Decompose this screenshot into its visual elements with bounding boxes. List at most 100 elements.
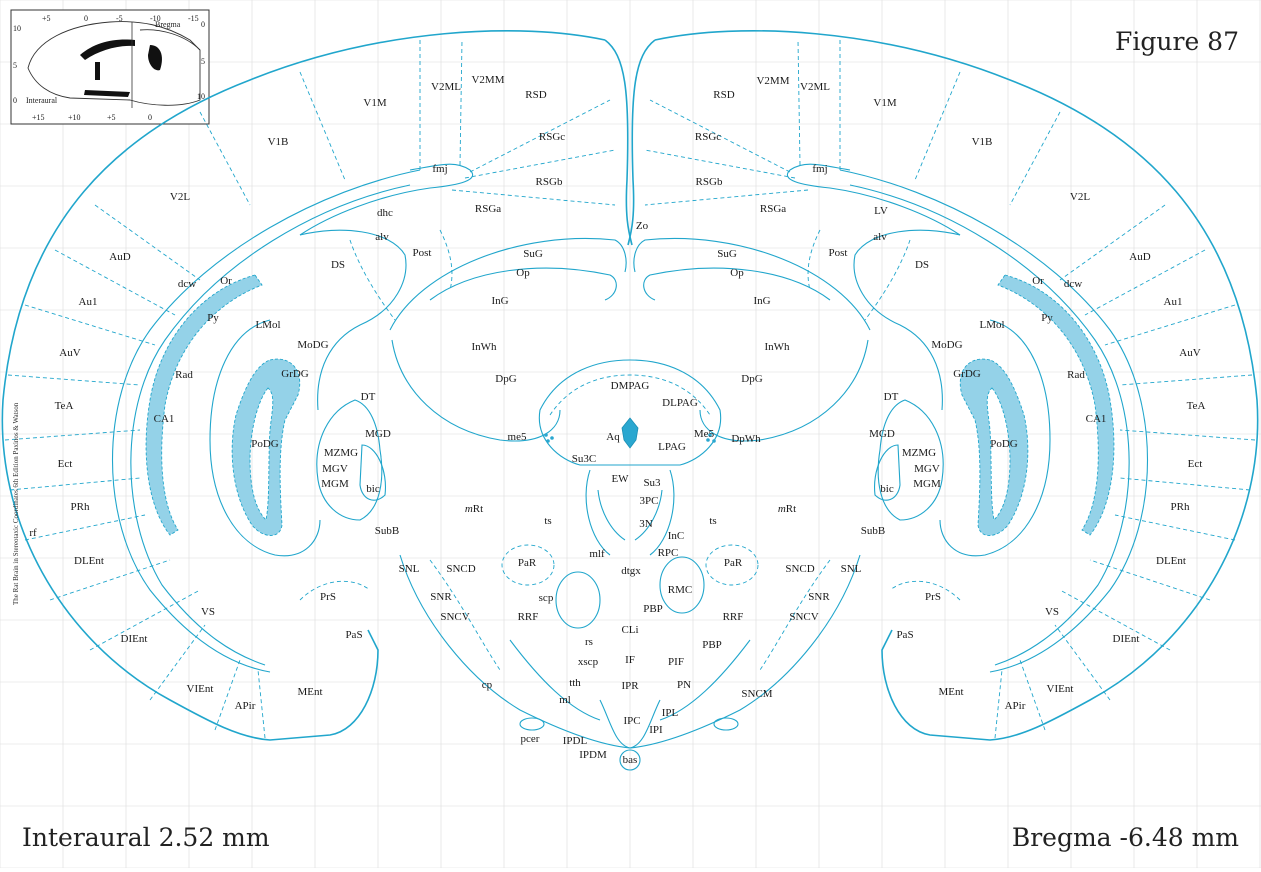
left-label-bic: bic [366,483,380,495]
right-label-fmj: fmj [812,163,827,175]
inset-top-tick-3: -10 [150,14,161,23]
right-label-par: PaR [724,557,743,569]
mid-label-me5: Me5 [694,428,715,440]
mid-label-op: Op [730,267,744,279]
left-label-dcw: dcw [178,278,196,290]
left-label-aud: AuD [109,251,130,263]
mid-label-dtgx: dtgx [621,565,641,577]
inset-bottom-tick-3: 0 [148,113,152,122]
inset-top-tick-1: 0 [84,14,88,23]
right-label-v1b: V1B [972,136,993,148]
left-label-au1: Au1 [79,296,98,308]
left-label-mgm: MGM [321,478,349,490]
mid-label-ipr: IPR [621,680,639,692]
right-label-rad: Rad [1067,369,1085,381]
left-label-ment: MEnt [297,686,322,698]
left-label-tea: TeA [55,400,74,412]
mid-label-bas: bas [623,754,638,766]
inset-left-label: Interaural [26,96,58,105]
left-label-grdg: GrDG [281,368,309,380]
mid-label-3pc: 3PC [640,495,659,507]
mid-label-rs: rs [585,636,593,648]
mid-label-dpg: DpG [495,373,516,385]
mid-label-inwh: InWh [764,341,790,353]
left-label-snr: SNR [430,591,452,603]
left-label-v1b: V1B [268,136,289,148]
inset-left-tick-2: 0 [13,96,17,105]
right-label-v1m: V1M [873,97,896,109]
right-label-ts: ts [709,515,716,527]
mid-label-xscp: xscp [578,656,599,668]
left-label-v2l: V2L [170,191,190,203]
mid-label-inwh: InWh [471,341,497,353]
mid-label-pif: PIF [668,656,684,668]
interaural-coordinate: Interaural 2.52 mm [22,823,270,852]
right-label-aud: AuD [1129,251,1150,263]
mid-label-sug: SuG [523,248,543,260]
mid-label-if: IF [625,654,635,666]
left-label-vs: VS [201,606,215,618]
left-label-mrt: mRt [465,503,483,515]
inset-bottom-tick-0: +15 [32,113,45,122]
left-label-rsga: RSGa [475,203,501,215]
right-label-rsgb: RSGb [696,176,723,188]
mid-label-dpwh: DpWh [731,433,761,445]
mid-label-pbp: PBP [702,639,722,651]
left-label-lmol: LMol [255,319,280,331]
right-label-v2ml: V2ML [800,81,830,93]
right-label-auv: AuV [1179,347,1200,359]
right-label-mzmg: MZMG [902,447,936,459]
mid-label-dmpag: DMPAG [611,380,650,392]
right-label-v2mm: V2MM [756,75,789,87]
mid-label-ipi: IPI [649,724,663,736]
right-label-sncv: SNCV [789,611,818,623]
mid-label-ipc: IPC [623,715,640,727]
mid-label-scp: scp [539,592,554,604]
book-credit: The Rat Brain in Stereotaxic Coordinates… [12,402,20,605]
right-label-alv: alv [873,231,887,243]
right-label-snr: SNR [808,591,830,603]
left-label-mgd: MGD [365,428,391,440]
mid-label-sug: SuG [717,248,737,260]
right-label-modg: MoDG [931,339,962,351]
right-label-dt: DT [884,391,899,403]
left-label-snl: SNL [399,563,420,575]
left-label-apir: APir [235,700,256,712]
left-label-vient: VIEnt [187,683,214,695]
left-label-prs: PrS [320,591,336,603]
left-label-subb: SubB [375,525,399,537]
mid-label-me5: me5 [508,431,527,443]
right-label-ect: Ect [1188,458,1203,470]
mid-label-inc: InC [668,530,685,542]
right-label-dient: DIEnt [1113,633,1140,645]
mid-label-3n: 3N [639,518,653,530]
right-label-podg: PoDG [990,438,1018,450]
mid-label-ipdl: IPDL [563,735,588,747]
left-label-auv: AuV [59,347,80,359]
left-label-post: Post [413,247,432,259]
right-label-dcw: dcw [1064,278,1082,290]
inset-bottom-tick-1: +10 [68,113,81,122]
mid-label-aq: Aq [606,431,620,443]
right-label-post: Post [829,247,848,259]
left-label-rsgb: RSGb [536,176,563,188]
right-label-grdg: GrDG [953,368,981,380]
left-label-modg: MoDG [297,339,328,351]
left-label-mgv: MGV [322,463,348,475]
inset-top-tick-4: -15 [188,14,199,23]
brain-outlines [1,30,1259,771]
mid-label-su3c: Su3C [572,453,596,465]
mid-label-dlpag: DLPAG [662,397,698,409]
inset-right-tick-0: 0 [201,20,205,29]
left-label-py: Py [207,312,219,324]
mid-label-ew: EW [611,473,629,485]
right-label-mgv: MGV [914,463,940,475]
left-label-rsgc: RSGc [539,131,565,143]
right-label-subb: SubB [861,525,885,537]
left-label-v1m: V1M [363,97,386,109]
left-label-dlent: DLEnt [74,555,104,567]
left-label-or: Or [220,275,232,287]
right-label-vient: VIEnt [1047,683,1074,695]
bregma-coordinate: Bregma -6.48 mm [1011,823,1239,852]
mid-label-rpc: RPC [658,547,679,559]
